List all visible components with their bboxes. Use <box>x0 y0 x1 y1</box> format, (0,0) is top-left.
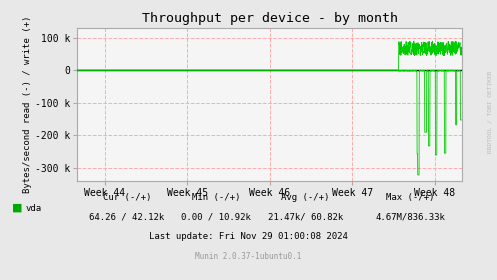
Text: 21.47k/ 60.82k: 21.47k/ 60.82k <box>268 213 343 221</box>
Text: 0.00 / 10.92k: 0.00 / 10.92k <box>181 213 251 221</box>
Text: Max (-/+): Max (-/+) <box>386 193 434 202</box>
Text: 4.67M/836.33k: 4.67M/836.33k <box>375 213 445 221</box>
Y-axis label: Bytes/second read (-) / write (+): Bytes/second read (-) / write (+) <box>23 16 32 193</box>
Text: vda: vda <box>26 204 42 213</box>
Text: Cur (-/+): Cur (-/+) <box>102 193 151 202</box>
Text: RRDTOOL / TOBI OETIKER: RRDTOOL / TOBI OETIKER <box>487 71 492 153</box>
Text: ■: ■ <box>12 203 23 213</box>
Title: Throughput per device - by month: Throughput per device - by month <box>142 12 398 25</box>
Text: 64.26 / 42.12k: 64.26 / 42.12k <box>89 213 165 221</box>
Text: Last update: Fri Nov 29 01:00:08 2024: Last update: Fri Nov 29 01:00:08 2024 <box>149 232 348 241</box>
Text: Min (-/+): Min (-/+) <box>192 193 241 202</box>
Text: Avg (-/+): Avg (-/+) <box>281 193 330 202</box>
Text: Munin 2.0.37-1ubuntu0.1: Munin 2.0.37-1ubuntu0.1 <box>195 252 302 261</box>
